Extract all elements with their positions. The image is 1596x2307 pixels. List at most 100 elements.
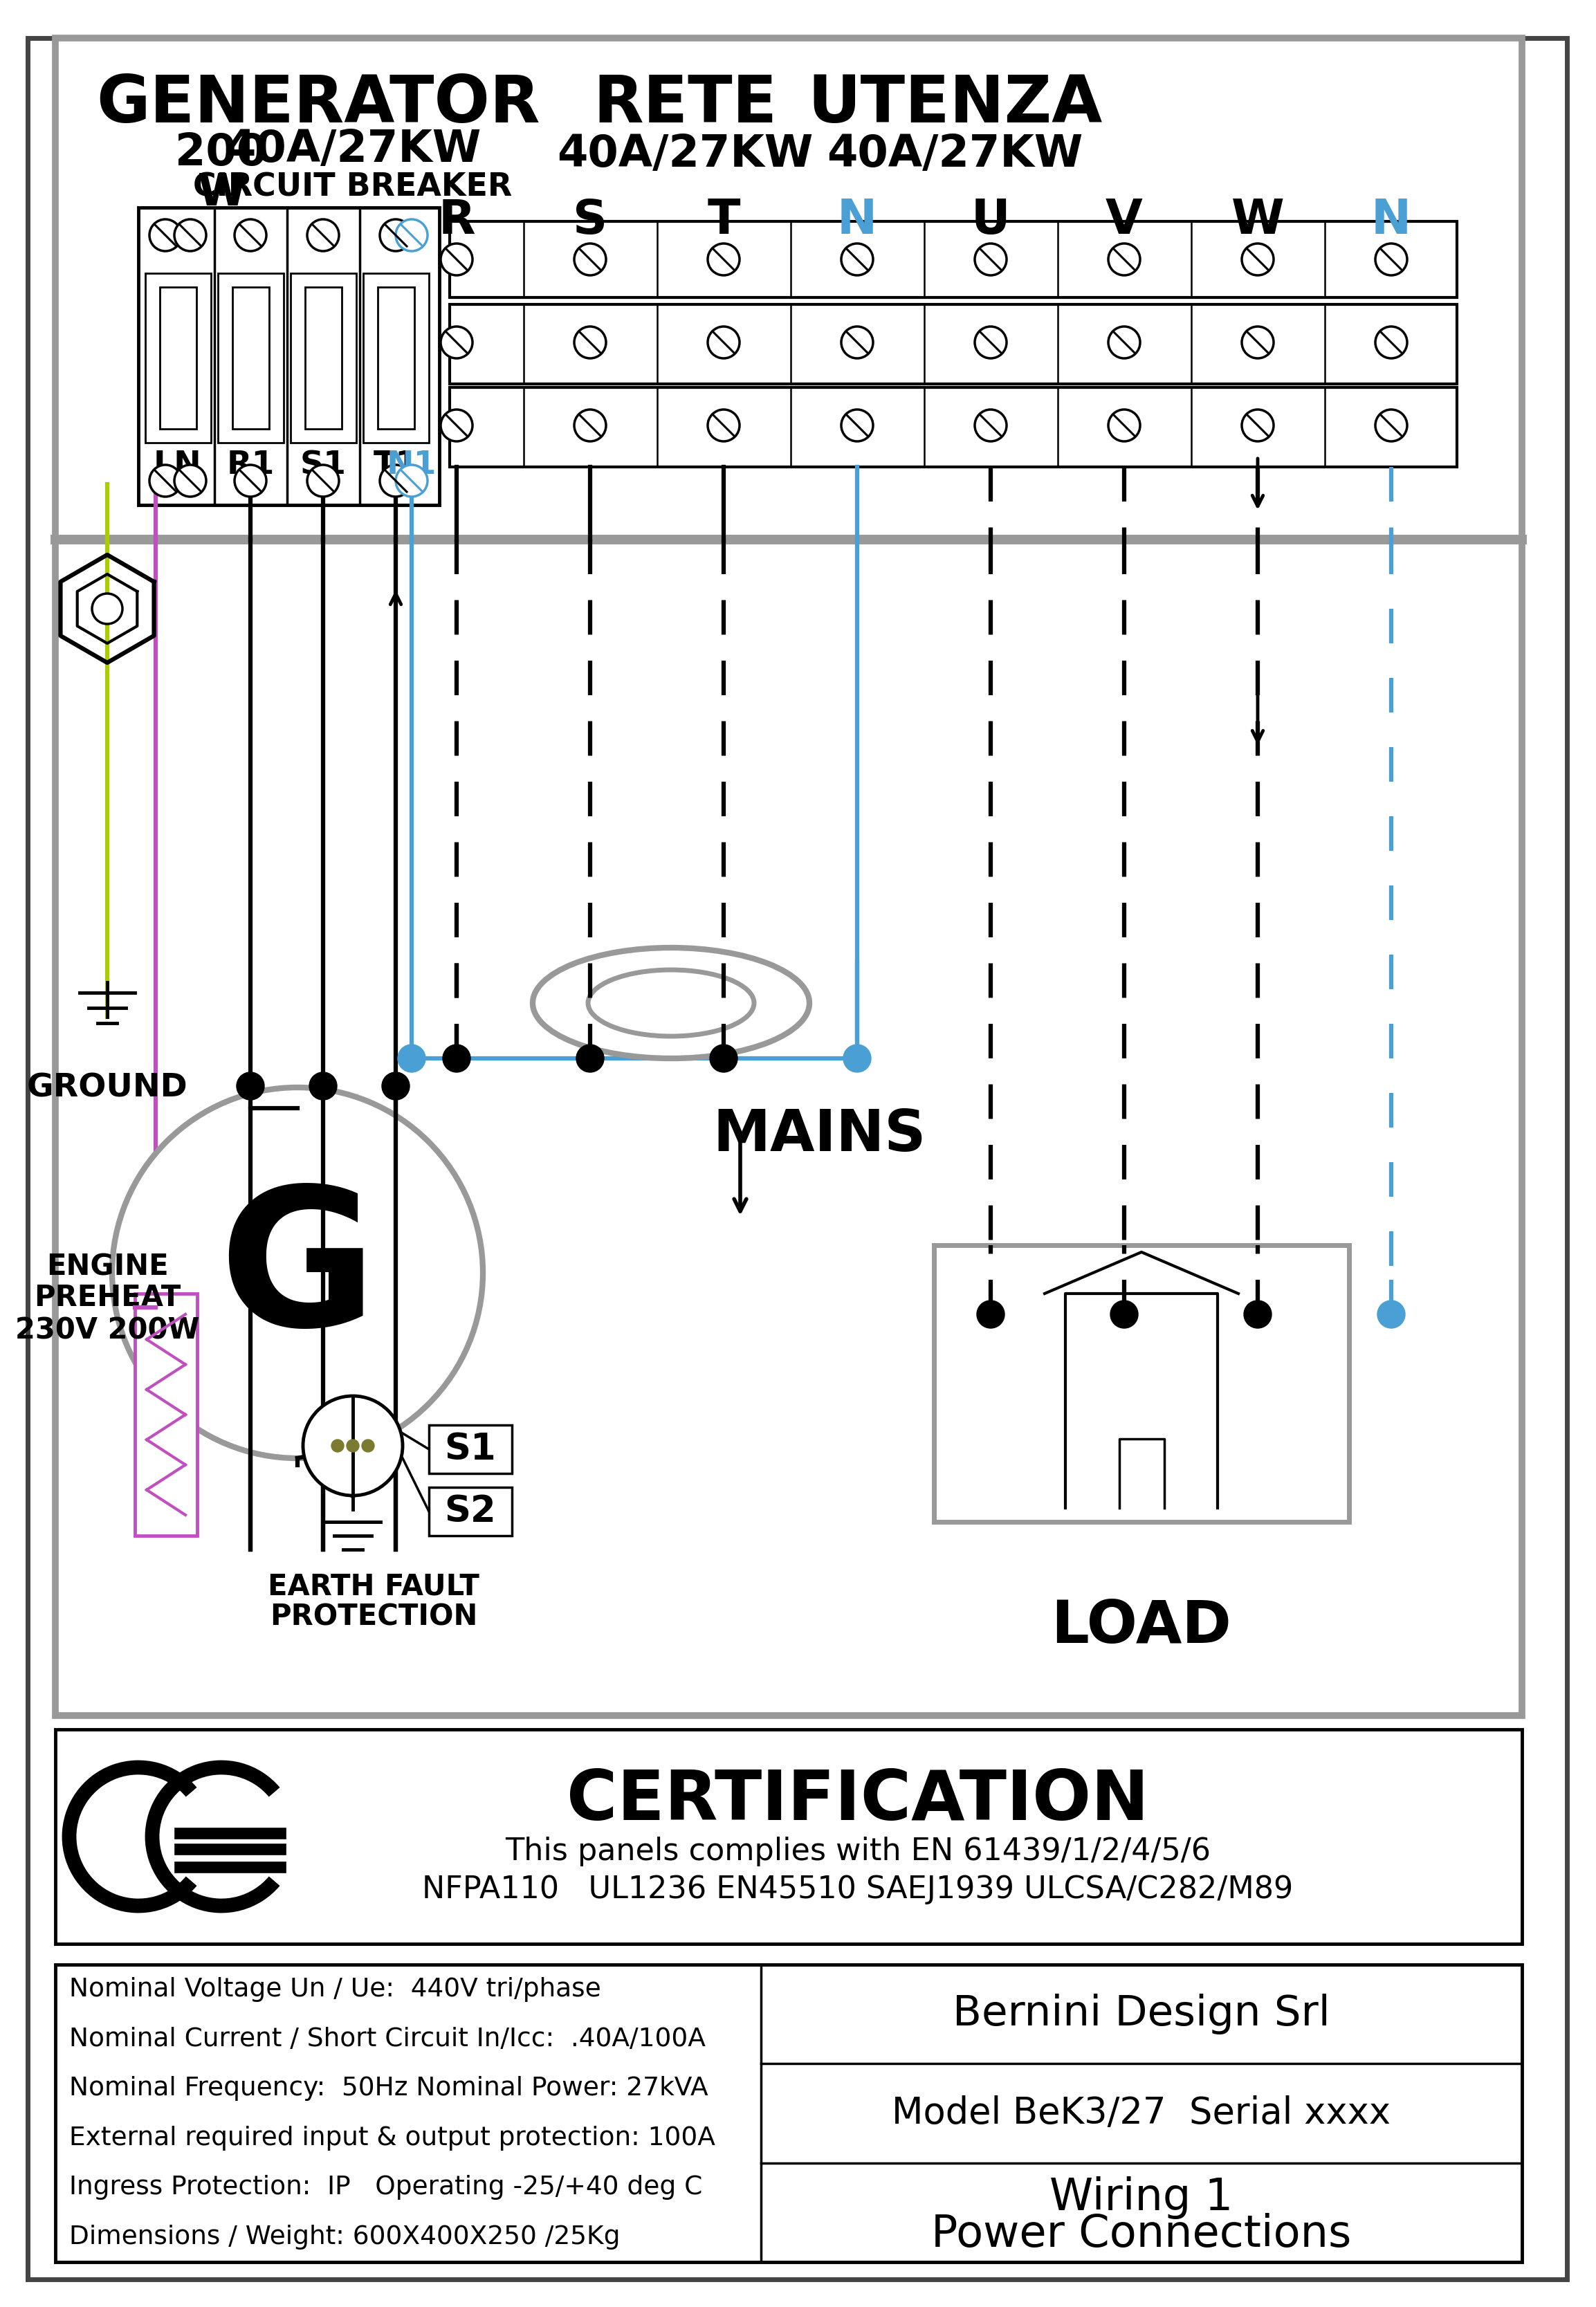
Text: 40A/27KW: 40A/27KW: [557, 134, 812, 175]
Bar: [450, 305, 1457, 383]
Text: CERTIFICATION: CERTIFICATION: [567, 1767, 1149, 1834]
Circle shape: [440, 328, 472, 358]
Circle shape: [235, 464, 267, 496]
Ellipse shape: [533, 948, 809, 1059]
Circle shape: [1242, 245, 1274, 275]
Circle shape: [841, 411, 873, 441]
Circle shape: [440, 245, 472, 275]
Circle shape: [710, 1045, 737, 1073]
Text: LN: LN: [153, 450, 203, 480]
Circle shape: [1377, 1301, 1404, 1329]
Circle shape: [150, 219, 182, 251]
Text: GROUND: GROUND: [27, 1073, 188, 1103]
Text: G: G: [219, 1179, 377, 1366]
Text: This panels complies with EN 61439/1/2/4/5/6: This panels complies with EN 61439/1/2/4…: [504, 1836, 1211, 1866]
Text: GENERATOR: GENERATOR: [96, 72, 539, 136]
Text: 230V 200W: 230V 200W: [14, 1315, 200, 1345]
Circle shape: [1242, 411, 1274, 441]
Circle shape: [1108, 328, 1140, 358]
Circle shape: [975, 328, 1007, 358]
Bar: [160, 286, 196, 429]
Text: 40A/27KW: 40A/27KW: [827, 134, 1082, 175]
Circle shape: [575, 411, 606, 441]
Text: Wiring 1: Wiring 1: [1050, 2176, 1234, 2219]
Text: 200: 200: [176, 131, 268, 175]
Text: T: T: [707, 196, 741, 245]
Circle shape: [235, 219, 267, 251]
Text: W: W: [196, 171, 246, 215]
Text: UTENZA: UTENZA: [808, 72, 1103, 136]
Circle shape: [381, 1073, 410, 1100]
Circle shape: [112, 1087, 484, 1458]
Text: W: W: [1231, 196, 1285, 245]
Bar: [233, 286, 268, 429]
Text: R1: R1: [227, 450, 275, 480]
Text: S1: S1: [445, 1430, 496, 1467]
Circle shape: [150, 464, 182, 496]
Text: Ingress Protection:  IP   Operating -25/+40 deg C: Ingress Protection: IP Operating -25/+40…: [69, 2176, 702, 2201]
Circle shape: [380, 219, 412, 251]
Text: R: R: [437, 196, 476, 245]
Bar: [139, 208, 439, 505]
Circle shape: [1243, 1301, 1272, 1329]
Text: N: N: [836, 196, 878, 245]
Bar: [429, 1488, 512, 1536]
Circle shape: [843, 1045, 871, 1073]
Bar: [219, 272, 284, 443]
Circle shape: [841, 245, 873, 275]
Circle shape: [575, 328, 606, 358]
Bar: [145, 272, 211, 443]
Circle shape: [306, 219, 338, 251]
Bar: [56, 1966, 1523, 2263]
Circle shape: [707, 245, 739, 275]
Text: Dimensions / Weight: 600X400X250 /25Kg: Dimensions / Weight: 600X400X250 /25Kg: [69, 2224, 621, 2249]
Text: Nominal Current / Short Circuit In/Icc:  .40A/100A: Nominal Current / Short Circuit In/Icc: …: [69, 2026, 705, 2051]
Text: PREHEAT: PREHEAT: [34, 1283, 180, 1313]
Circle shape: [236, 1073, 265, 1100]
Circle shape: [174, 464, 206, 496]
Circle shape: [1242, 328, 1274, 358]
Text: T1: T1: [373, 450, 418, 480]
Text: Bernini Design Srl: Bernini Design Srl: [953, 1993, 1329, 2035]
Text: U: U: [970, 196, 1010, 245]
Circle shape: [707, 328, 739, 358]
Bar: [56, 37, 1523, 1716]
Text: S: S: [573, 196, 608, 245]
Circle shape: [93, 593, 123, 623]
Bar: [136, 1294, 198, 1536]
Text: S2: S2: [445, 1493, 496, 1530]
Circle shape: [442, 1045, 471, 1073]
Bar: [305, 286, 342, 429]
Text: S1: S1: [300, 450, 346, 480]
Circle shape: [1111, 1301, 1138, 1329]
Text: CIRCUIT BREAKER: CIRCUIT BREAKER: [193, 171, 512, 203]
Circle shape: [1376, 411, 1408, 441]
Circle shape: [310, 1073, 337, 1100]
Text: Power Connections: Power Connections: [932, 2212, 1352, 2256]
Circle shape: [1108, 411, 1140, 441]
Bar: [56, 1730, 1523, 1945]
Bar: [429, 1426, 512, 1474]
Text: V: V: [1106, 196, 1143, 245]
Circle shape: [306, 464, 338, 496]
Circle shape: [576, 1045, 603, 1073]
Circle shape: [396, 219, 428, 251]
Circle shape: [174, 219, 206, 251]
Circle shape: [362, 1440, 375, 1451]
Bar: [450, 221, 1457, 298]
Bar: [378, 286, 413, 429]
Circle shape: [977, 1301, 1004, 1329]
Text: ENGINE: ENGINE: [46, 1253, 168, 1280]
Text: N: N: [1371, 196, 1411, 245]
Text: N1: N1: [386, 450, 437, 480]
Circle shape: [975, 245, 1007, 275]
Circle shape: [575, 245, 606, 275]
Circle shape: [346, 1440, 359, 1451]
Text: 40A/27KW: 40A/27KW: [225, 127, 480, 171]
Circle shape: [397, 1045, 426, 1073]
Text: External required input & output protection: 100A: External required input & output protect…: [69, 2125, 715, 2150]
Text: EARTH FAULT: EARTH FAULT: [268, 1571, 479, 1601]
Circle shape: [396, 464, 428, 496]
Text: Model BeK3/27  Serial xxxx: Model BeK3/27 Serial xxxx: [892, 2095, 1392, 2132]
Bar: [934, 1246, 1349, 1523]
